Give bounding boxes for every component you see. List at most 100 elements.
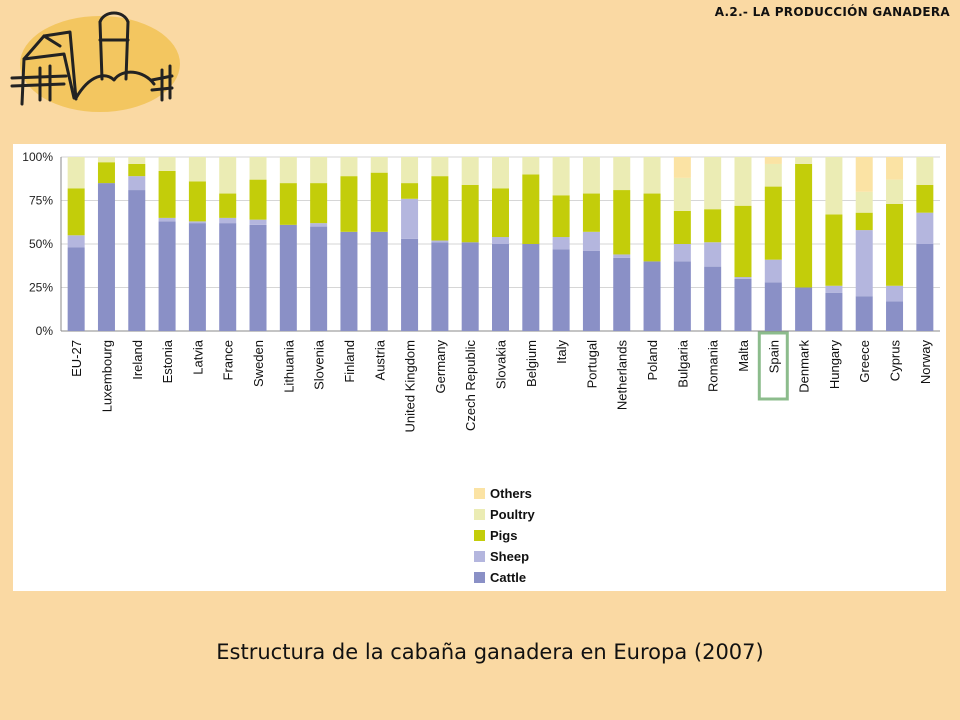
bar-segment-poultry xyxy=(188,157,206,182)
bar-segment-sheep xyxy=(916,212,934,244)
livestock-chart-panel: 0% 25% 50% 75% 100% EU-27 Luxembourg Ireland Est… xyxy=(13,144,946,591)
bar-segment-cattle xyxy=(795,287,813,331)
x-tick-label: EU-27 xyxy=(69,340,84,377)
bar-segment-cattle xyxy=(97,183,115,331)
bar-segment-poultry xyxy=(582,157,600,194)
bar-segment-poultry xyxy=(704,157,722,210)
stacked-bar-chart: 0% 25% 50% 75% 100% EU-27 Luxembourg Ireland Est… xyxy=(22,150,940,585)
bar-segment-cattle xyxy=(310,226,328,331)
bar-segment-poultry xyxy=(734,157,752,206)
chart-caption: Estructura de la cabaña ganadera en Euro… xyxy=(216,640,764,664)
bar-segment-poultry xyxy=(613,157,631,191)
bar-segment-pigs xyxy=(310,183,328,224)
bar-segment-pigs xyxy=(855,212,873,231)
x-tick-label: Ireland xyxy=(130,340,145,380)
bar-segment-pigs xyxy=(886,203,904,286)
bar-segment-poultry xyxy=(522,157,540,175)
x-tick-label: Poland xyxy=(645,340,660,380)
x-tick-label: Finland xyxy=(342,340,357,383)
bar-segment-cattle xyxy=(219,223,237,331)
bar-segment-cattle xyxy=(552,249,570,331)
x-tick-label: Spain xyxy=(766,340,781,373)
bar-segment-poultry xyxy=(158,157,176,171)
bar-segment-poultry xyxy=(492,157,509,189)
bar-segment-poultry xyxy=(825,157,843,215)
x-tick-label: Portugal xyxy=(584,340,599,389)
bar-segment-sheep xyxy=(492,237,509,244)
bar-segment-pigs xyxy=(219,193,237,218)
x-tick-label: Slovenia xyxy=(312,339,327,390)
bar-segment-poultry xyxy=(340,157,358,177)
x-tick-label: Cyprus xyxy=(888,340,903,382)
bar-segment-poultry xyxy=(886,179,904,204)
bar-segment-pigs xyxy=(795,163,813,288)
bar-segment-sheep xyxy=(431,240,449,243)
bar-segment-sheep xyxy=(310,223,328,227)
bar-segment-pigs xyxy=(522,174,540,244)
bar-segment-sheep xyxy=(188,221,206,224)
barn-logo-icon xyxy=(10,11,180,112)
bar-segment-sheep xyxy=(855,230,873,297)
bar-segment-cattle xyxy=(492,244,509,331)
bar-segment-poultry xyxy=(431,157,449,177)
bar-segment-cattle xyxy=(249,224,267,331)
bar-segment-cattle xyxy=(279,224,297,331)
bar-segment-cattle xyxy=(158,221,176,331)
bar-segment-others xyxy=(886,157,904,180)
bar-segment-cattle xyxy=(886,301,904,331)
bar-segment-others xyxy=(855,157,873,192)
x-tick-label: Latvia xyxy=(190,339,205,374)
x-tick-label: Romania xyxy=(706,339,721,392)
x-tick-label: Slovakia xyxy=(494,339,509,389)
y-tick-label: 50% xyxy=(29,237,53,251)
y-tick-label: 0% xyxy=(36,324,54,338)
bar-segment-pigs xyxy=(643,193,661,262)
bar-segment-sheep xyxy=(552,237,570,250)
bar-segment-cattle xyxy=(582,250,600,331)
x-tick-label: Denmark xyxy=(797,340,812,393)
x-tick-label: Malta xyxy=(736,339,751,372)
bar-segment-cattle xyxy=(67,247,85,331)
bar-segment-sheep xyxy=(704,242,722,267)
bar-segment-cattle xyxy=(613,257,631,331)
bar-segment-sheep xyxy=(764,259,782,283)
bar-segment-pigs xyxy=(401,183,419,199)
x-tick-label: Germany xyxy=(433,340,448,394)
legend-label: Pigs xyxy=(490,528,517,543)
bar-segment-cattle xyxy=(704,266,722,331)
bar-segment-pigs xyxy=(492,188,509,238)
bar-segment-cattle xyxy=(401,238,419,331)
legend-swatch xyxy=(474,572,485,583)
bar-segment-sheep xyxy=(158,217,176,222)
bar-segment-pigs xyxy=(734,205,752,278)
legend-swatch xyxy=(474,509,485,520)
bar-segment-cattle xyxy=(370,231,388,331)
bar-segment-cattle xyxy=(461,242,479,331)
bar-segment-sheep xyxy=(401,198,419,239)
bar-segment-poultry xyxy=(764,163,782,187)
legend-label: Others xyxy=(490,486,532,501)
bar-segment-cattle xyxy=(643,261,661,331)
bar-segment-poultry xyxy=(401,157,419,184)
bar-segment-pigs xyxy=(370,172,388,232)
x-tick-label: United Kingdom xyxy=(403,340,418,433)
legend-swatch xyxy=(474,551,485,562)
bar-segment-sheep xyxy=(734,277,752,279)
bar-segment-sheep xyxy=(613,254,631,258)
bar-segment-poultry xyxy=(795,157,813,164)
x-tick-label: Estonia xyxy=(160,339,175,383)
bar-segment-cattle xyxy=(673,261,691,331)
bar-segment-sheep xyxy=(673,244,691,262)
bar-segment-sheep xyxy=(582,231,600,251)
y-tick-label: 25% xyxy=(29,281,53,295)
x-tick-label: Italy xyxy=(554,340,569,364)
bar-segment-pigs xyxy=(764,186,782,260)
bar-segment-cattle xyxy=(522,244,540,331)
bar-segment-poultry xyxy=(128,157,146,164)
bar-segment-poultry xyxy=(552,157,570,196)
bar-segment-cattle xyxy=(431,242,449,331)
bar-segment-pigs xyxy=(249,179,267,220)
legend-label: Poultry xyxy=(490,507,536,522)
bar-segment-cattle xyxy=(764,282,782,331)
bar-segment-sheep xyxy=(128,176,146,191)
